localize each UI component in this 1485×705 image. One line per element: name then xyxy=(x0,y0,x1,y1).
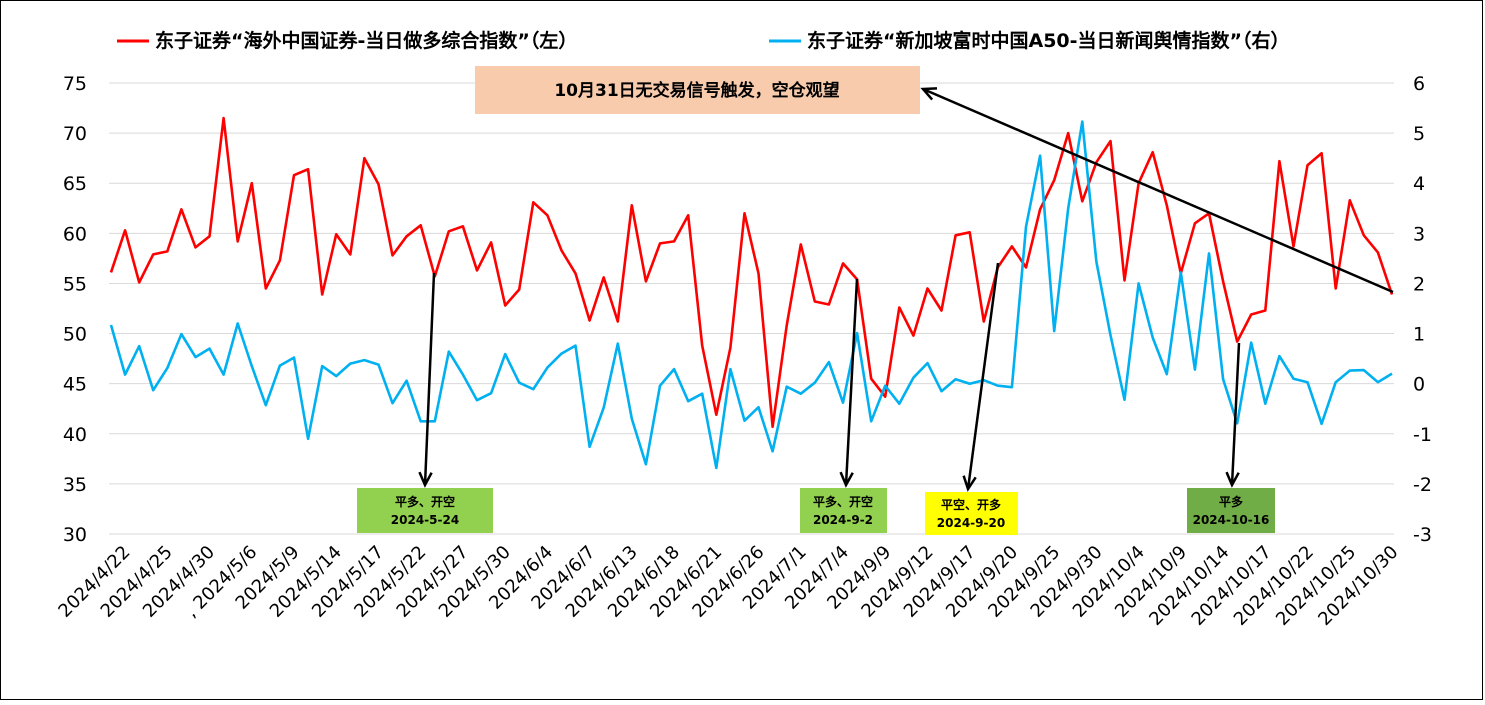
signal-box-1-line-2: 2024-5-24 xyxy=(391,513,459,527)
arrow-signal-4-shaft xyxy=(1230,342,1241,486)
signal-box-1-bg xyxy=(357,488,493,533)
y-right-tick-label: -3 xyxy=(1413,524,1432,546)
arrow-signal-4-head xyxy=(1225,471,1240,488)
arrow-signal-3-shaft xyxy=(966,262,1000,490)
y-axis-right: -3 -2 -1 0 1 2 3 4 5 6 xyxy=(1413,73,1432,546)
arrow-signal-1-shaft xyxy=(423,272,436,486)
arrow-callout-head xyxy=(920,87,938,101)
legend-label-red: 东子证券“海外中国证券-当日做多综合指数”（左） xyxy=(155,29,577,52)
y-left-tick-label: 75 xyxy=(63,73,87,95)
y-left-tick-label: 45 xyxy=(63,374,87,396)
signal-box-4-bg xyxy=(1187,488,1275,533)
y-right-tick-label: 6 xyxy=(1413,73,1425,95)
series-line-red xyxy=(109,116,1394,429)
arrow-signal-2-shaft xyxy=(844,278,859,486)
y-left-tick-label: 70 xyxy=(63,123,87,145)
callout: 10月31日无交易信号触发，空仓观望 xyxy=(475,66,920,114)
y-left-tick-label: 35 xyxy=(63,474,87,496)
arrow-signal-2-head xyxy=(839,471,854,488)
y-left-tick-label: 55 xyxy=(63,273,87,295)
legend-label-blue: 东子证券“新加坡富时中国A50-当日新闻舆情指数”（右） xyxy=(807,29,1290,52)
signal-box-2: 平多、开空 2024-9-2 xyxy=(800,488,887,533)
arrow-callout-shaft xyxy=(922,87,1394,294)
y-right-tick-label: 5 xyxy=(1413,123,1425,145)
signal-box-4: 平多 2024-10-16 xyxy=(1187,488,1275,533)
y-right-tick-label: 1 xyxy=(1413,324,1425,346)
callout-box xyxy=(475,66,920,114)
signal-box-4-line-2: 2024-10-16 xyxy=(1193,513,1270,527)
y-right-tick-label: -1 xyxy=(1413,424,1432,446)
signal-box-3-line-2: 2024-9-20 xyxy=(937,516,1005,530)
signal-box-4-line-1: 平多 xyxy=(1219,494,1243,509)
signal-box-3: 平空、开多 2024-9-20 xyxy=(925,492,1018,535)
signal-box-1-line-1: 平多、开空 xyxy=(395,494,455,509)
y-right-tick-label: 4 xyxy=(1413,173,1425,195)
signal-box-2-line-2: 2024-9-2 xyxy=(813,513,873,527)
y-left-tick-label: 65 xyxy=(63,173,87,195)
series-line-blue xyxy=(109,120,1393,470)
signal-box-2-line-1: 平多、开空 xyxy=(813,494,873,509)
signal-box-1: 平多、开空 2024-5-24 xyxy=(357,488,493,533)
series-layer xyxy=(109,116,1394,470)
y-left-tick-label: 50 xyxy=(63,324,87,346)
arrow-signal-3-head xyxy=(962,475,977,492)
y-right-tick-label: 3 xyxy=(1413,223,1425,245)
callout-text: 10月31日无交易信号触发，空仓观望 xyxy=(554,80,839,101)
arrow-signal-1-head xyxy=(418,471,433,488)
y-left-tick-label: 30 xyxy=(63,524,87,546)
y-right-tick-label: -2 xyxy=(1413,474,1432,496)
y-left-tick-label: 40 xyxy=(63,424,87,446)
gridlines xyxy=(109,82,1394,535)
legend: 东子证券“海外中国证券-当日做多综合指数”（左） 东子证券“新加坡富时中国A50… xyxy=(117,29,1290,52)
signal-box-3-line-1: 平空、开多 xyxy=(941,497,1001,512)
signal-box-3-bg xyxy=(925,492,1018,535)
y-left-tick-label: 60 xyxy=(63,223,87,245)
y-axis-left: 30 35 40 45 50 55 60 65 70 75 xyxy=(63,73,87,546)
y-right-tick-label: 2 xyxy=(1413,273,1425,295)
signal-box-2-bg xyxy=(800,488,887,533)
annotation-arrows xyxy=(418,87,1394,492)
y-right-tick-label: 0 xyxy=(1413,374,1425,396)
